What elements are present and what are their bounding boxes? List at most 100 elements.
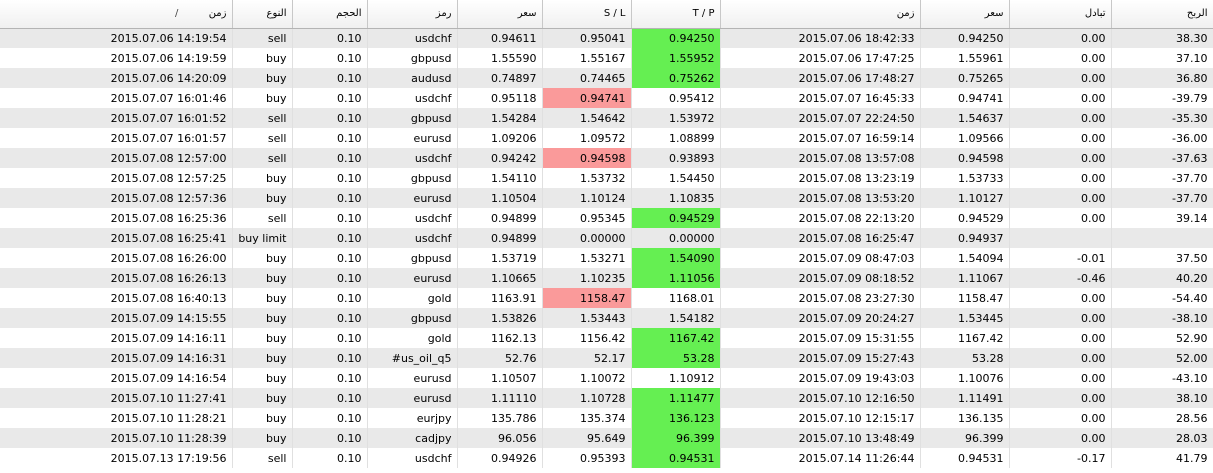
cell-price: 0.95118 bbox=[457, 88, 543, 108]
cell-profit: -38.10 bbox=[1111, 308, 1213, 328]
cell-profit: 38.30 bbox=[1111, 28, 1213, 48]
cell-volume: 0.10 bbox=[292, 428, 368, 448]
cell-time: 2015.07.07 16:01:57 bbox=[0, 128, 233, 148]
header-close-time[interactable]: زمن bbox=[720, 0, 921, 29]
cell-volume: 0.10 bbox=[292, 208, 368, 228]
cell-price: 1.10507 bbox=[457, 368, 543, 388]
cell-close-price: 1.09566 bbox=[920, 128, 1010, 148]
cell-tp: 136.123 bbox=[631, 408, 721, 428]
header-time[interactable]: / زمن bbox=[0, 0, 233, 29]
header-symbol[interactable]: رمز bbox=[367, 0, 458, 29]
table-row[interactable]: 2015.07.07 16:01:46 buy 0.10 usdchf 0.95118 0… bbox=[0, 88, 1213, 108]
table-row[interactable]: 2015.07.13 17:19:56 sell 0.10 usdchf 0.94926… bbox=[0, 448, 1213, 468]
cell-type: sell bbox=[232, 28, 293, 48]
cell-close-price: 1.54637 bbox=[920, 108, 1010, 128]
cell-sl: 1.53271 bbox=[542, 248, 632, 268]
cell-volume: 0.10 bbox=[292, 148, 368, 168]
header-close-price[interactable]: سعر bbox=[920, 0, 1010, 29]
table-row[interactable]: 2015.07.09 14:15:55 buy 0.10 gbpusd 1.53826 1… bbox=[0, 308, 1213, 328]
cell-close-time: 2015.07.08 22:13:20 bbox=[720, 208, 921, 228]
cell-close-price: 0.94937 bbox=[920, 228, 1010, 248]
cell-symbol: gbpusd bbox=[367, 248, 458, 268]
cell-swap: 0.00 bbox=[1009, 308, 1112, 328]
cell-volume: 0.10 bbox=[292, 128, 368, 148]
cell-symbol: eurusd bbox=[367, 188, 458, 208]
cell-close-time: 2015.07.07 16:59:14 bbox=[720, 128, 921, 148]
table-row[interactable]: 2015.07.08 16:26:00 buy 0.10 gbpusd 1.53719 1… bbox=[0, 248, 1213, 268]
cell-time: 2015.07.10 11:28:39 bbox=[0, 428, 233, 448]
cell-symbol: cadjpy bbox=[367, 428, 458, 448]
header-tp[interactable]: T / P bbox=[631, 0, 721, 29]
cell-type: buy bbox=[232, 328, 293, 348]
cell-close-price: 96.399 bbox=[920, 428, 1010, 448]
cell-profit bbox=[1111, 228, 1213, 248]
cell-tp: 53.28 bbox=[631, 348, 721, 368]
table-row[interactable]: 2015.07.10 11:28:21 buy 0.10 eurjpy 135.786 1… bbox=[0, 408, 1213, 428]
cell-sl: 0.95393 bbox=[542, 448, 632, 468]
cell-volume: 0.10 bbox=[292, 448, 368, 468]
cell-volume: 0.10 bbox=[292, 48, 368, 68]
cell-close-time: 2015.07.06 17:48:27 bbox=[720, 68, 921, 88]
cell-price: 1.11110 bbox=[457, 388, 543, 408]
cell-sl: 95.649 bbox=[542, 428, 632, 448]
cell-sl: 1.53443 bbox=[542, 308, 632, 328]
cell-price: 1.54110 bbox=[457, 168, 543, 188]
cell-swap: -0.17 bbox=[1009, 448, 1112, 468]
header-volume[interactable]: الحجم bbox=[292, 0, 368, 29]
cell-sl: 1.09572 bbox=[542, 128, 632, 148]
cell-close-price: 136.135 bbox=[920, 408, 1010, 428]
cell-time: 2015.07.08 12:57:36 bbox=[0, 188, 233, 208]
cell-time: 2015.07.08 12:57:00 bbox=[0, 148, 233, 168]
cell-close-time: 2015.07.10 13:48:49 bbox=[720, 428, 921, 448]
cell-volume: 0.10 bbox=[292, 168, 368, 188]
cell-close-time: 2015.07.08 13:57:08 bbox=[720, 148, 921, 168]
cell-sl: 135.374 bbox=[542, 408, 632, 428]
cell-close-price: 1.11491 bbox=[920, 388, 1010, 408]
cell-close-time: 2015.07.10 12:15:17 bbox=[720, 408, 921, 428]
table-row[interactable]: 2015.07.09 14:16:11 buy 0.10 gold 1162.13 115… bbox=[0, 328, 1213, 348]
cell-volume: 0.10 bbox=[292, 328, 368, 348]
cell-swap: 0.00 bbox=[1009, 408, 1112, 428]
cell-profit: 41.79 bbox=[1111, 448, 1213, 468]
table-row[interactable]: 2015.07.08 12:57:00 sell 0.10 usdchf 0.94242… bbox=[0, 148, 1213, 168]
cell-close-price: 1158.47 bbox=[920, 288, 1010, 308]
cell-type: buy bbox=[232, 348, 293, 368]
cell-close-time: 2015.07.10 12:16:50 bbox=[720, 388, 921, 408]
cell-price: 135.786 bbox=[457, 408, 543, 428]
header-price[interactable]: سعر bbox=[457, 0, 543, 29]
cell-tp: 0.94250 bbox=[631, 28, 721, 48]
cell-profit: 36.80 bbox=[1111, 68, 1213, 88]
cell-time: 2015.07.09 14:15:55 bbox=[0, 308, 233, 328]
table-row[interactable]: 2015.07.08 16:40:13 buy 0.10 gold 1163.91 115… bbox=[0, 288, 1213, 308]
cell-profit: -37.70 bbox=[1111, 168, 1213, 188]
table-row[interactable]: 2015.07.08 16:26:13 buy 0.10 eurusd 1.10665 1… bbox=[0, 268, 1213, 288]
cell-type: buy bbox=[232, 88, 293, 108]
header-type[interactable]: النوع bbox=[232, 0, 293, 29]
cell-symbol: usdchf bbox=[367, 148, 458, 168]
table-row[interactable]: 2015.07.09 14:16:31 buy 0.10 #us_oil_q5 52.7… bbox=[0, 348, 1213, 368]
header-swap[interactable]: تبادل bbox=[1009, 0, 1112, 29]
table-row[interactable]: 2015.07.07 16:01:57 sell 0.10 eurusd 1.09206… bbox=[0, 128, 1213, 148]
table-row[interactable]: 2015.07.09 14:16:54 buy 0.10 eurusd 1.10507 1… bbox=[0, 368, 1213, 388]
table-row[interactable]: 2015.07.08 12:57:25 buy 0.10 gbpusd 1.54110 1… bbox=[0, 168, 1213, 188]
table-row[interactable]: 2015.07.06 14:19:59 buy 0.10 gbpusd 1.55590 1… bbox=[0, 48, 1213, 68]
table-row[interactable]: 2015.07.10 11:28:39 buy 0.10 cadjpy 96.056 95… bbox=[0, 428, 1213, 448]
cell-profit: -39.79 bbox=[1111, 88, 1213, 108]
cell-tp: 1.54182 bbox=[631, 308, 721, 328]
header-profit[interactable]: الربح bbox=[1111, 0, 1213, 29]
cell-profit: 39.14 bbox=[1111, 208, 1213, 228]
table-row[interactable]: 2015.07.08 16:25:41 buy limit 0.10 usdchf 0.… bbox=[0, 228, 1213, 248]
cell-symbol: usdchf bbox=[367, 28, 458, 48]
cell-type: sell bbox=[232, 108, 293, 128]
cell-profit: -35.30 bbox=[1111, 108, 1213, 128]
table-row[interactable]: 2015.07.07 16:01:52 sell 0.10 gbpusd 1.54284… bbox=[0, 108, 1213, 128]
table-row[interactable]: 2015.07.10 11:27:41 buy 0.10 eurusd 1.11110 1… bbox=[0, 388, 1213, 408]
cell-close-price: 1.54094 bbox=[920, 248, 1010, 268]
cell-close-time: 2015.07.06 18:42:33 bbox=[720, 28, 921, 48]
table-row[interactable]: 2015.07.06 14:20:09 buy 0.10 audusd 0.74897 0… bbox=[0, 68, 1213, 88]
table-row[interactable]: 2015.07.06 14:19:54 sell 0.10 usdchf 0.94611… bbox=[0, 28, 1213, 48]
table-row[interactable]: 2015.07.08 12:57:36 buy 0.10 eurusd 1.10504 1… bbox=[0, 188, 1213, 208]
table-row[interactable]: 2015.07.08 16:25:36 sell 0.10 usdchf 0.94899… bbox=[0, 208, 1213, 228]
header-sl[interactable]: S / L bbox=[542, 0, 632, 29]
cell-time: 2015.07.13 17:19:56 bbox=[0, 448, 233, 468]
